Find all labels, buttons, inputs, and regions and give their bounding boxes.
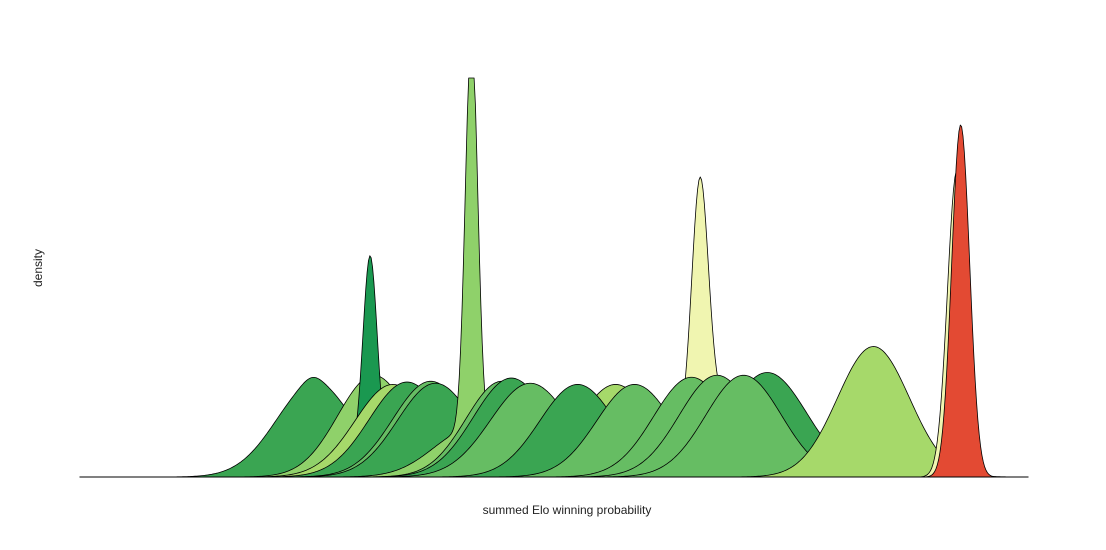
y-axis-label: density: [31, 249, 45, 287]
x-axis-label: summed Elo winning probability: [483, 503, 652, 517]
density-curves: [79, 77, 1029, 478]
